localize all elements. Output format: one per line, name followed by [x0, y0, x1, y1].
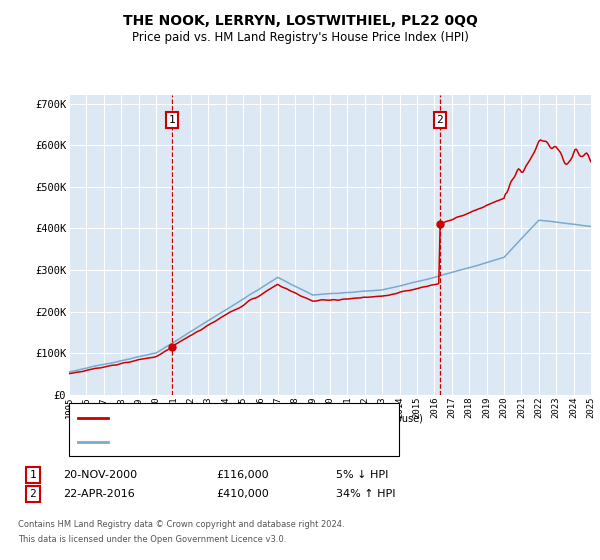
Text: 2: 2 [437, 115, 443, 125]
Text: Price paid vs. HM Land Registry's House Price Index (HPI): Price paid vs. HM Land Registry's House … [131, 31, 469, 44]
Text: 22-APR-2016: 22-APR-2016 [63, 489, 135, 499]
Text: £116,000: £116,000 [216, 470, 269, 480]
Text: 1: 1 [29, 470, 37, 480]
Text: HPI: Average price, detached house, Cornwall: HPI: Average price, detached house, Corn… [112, 436, 335, 446]
Text: £410,000: £410,000 [216, 489, 269, 499]
Text: 1: 1 [168, 115, 175, 125]
Text: Contains HM Land Registry data © Crown copyright and database right 2024.: Contains HM Land Registry data © Crown c… [18, 520, 344, 529]
Text: 34% ↑ HPI: 34% ↑ HPI [336, 489, 395, 499]
Text: 5% ↓ HPI: 5% ↓ HPI [336, 470, 388, 480]
Text: THE NOOK, LERRYN, LOSTWITHIEL, PL22 0QQ (detached house): THE NOOK, LERRYN, LOSTWITHIEL, PL22 0QQ … [112, 413, 423, 423]
Text: 20-NOV-2000: 20-NOV-2000 [63, 470, 137, 480]
Text: THE NOOK, LERRYN, LOSTWITHIEL, PL22 0QQ: THE NOOK, LERRYN, LOSTWITHIEL, PL22 0QQ [122, 14, 478, 28]
Text: 2: 2 [29, 489, 37, 499]
Text: This data is licensed under the Open Government Licence v3.0.: This data is licensed under the Open Gov… [18, 535, 286, 544]
